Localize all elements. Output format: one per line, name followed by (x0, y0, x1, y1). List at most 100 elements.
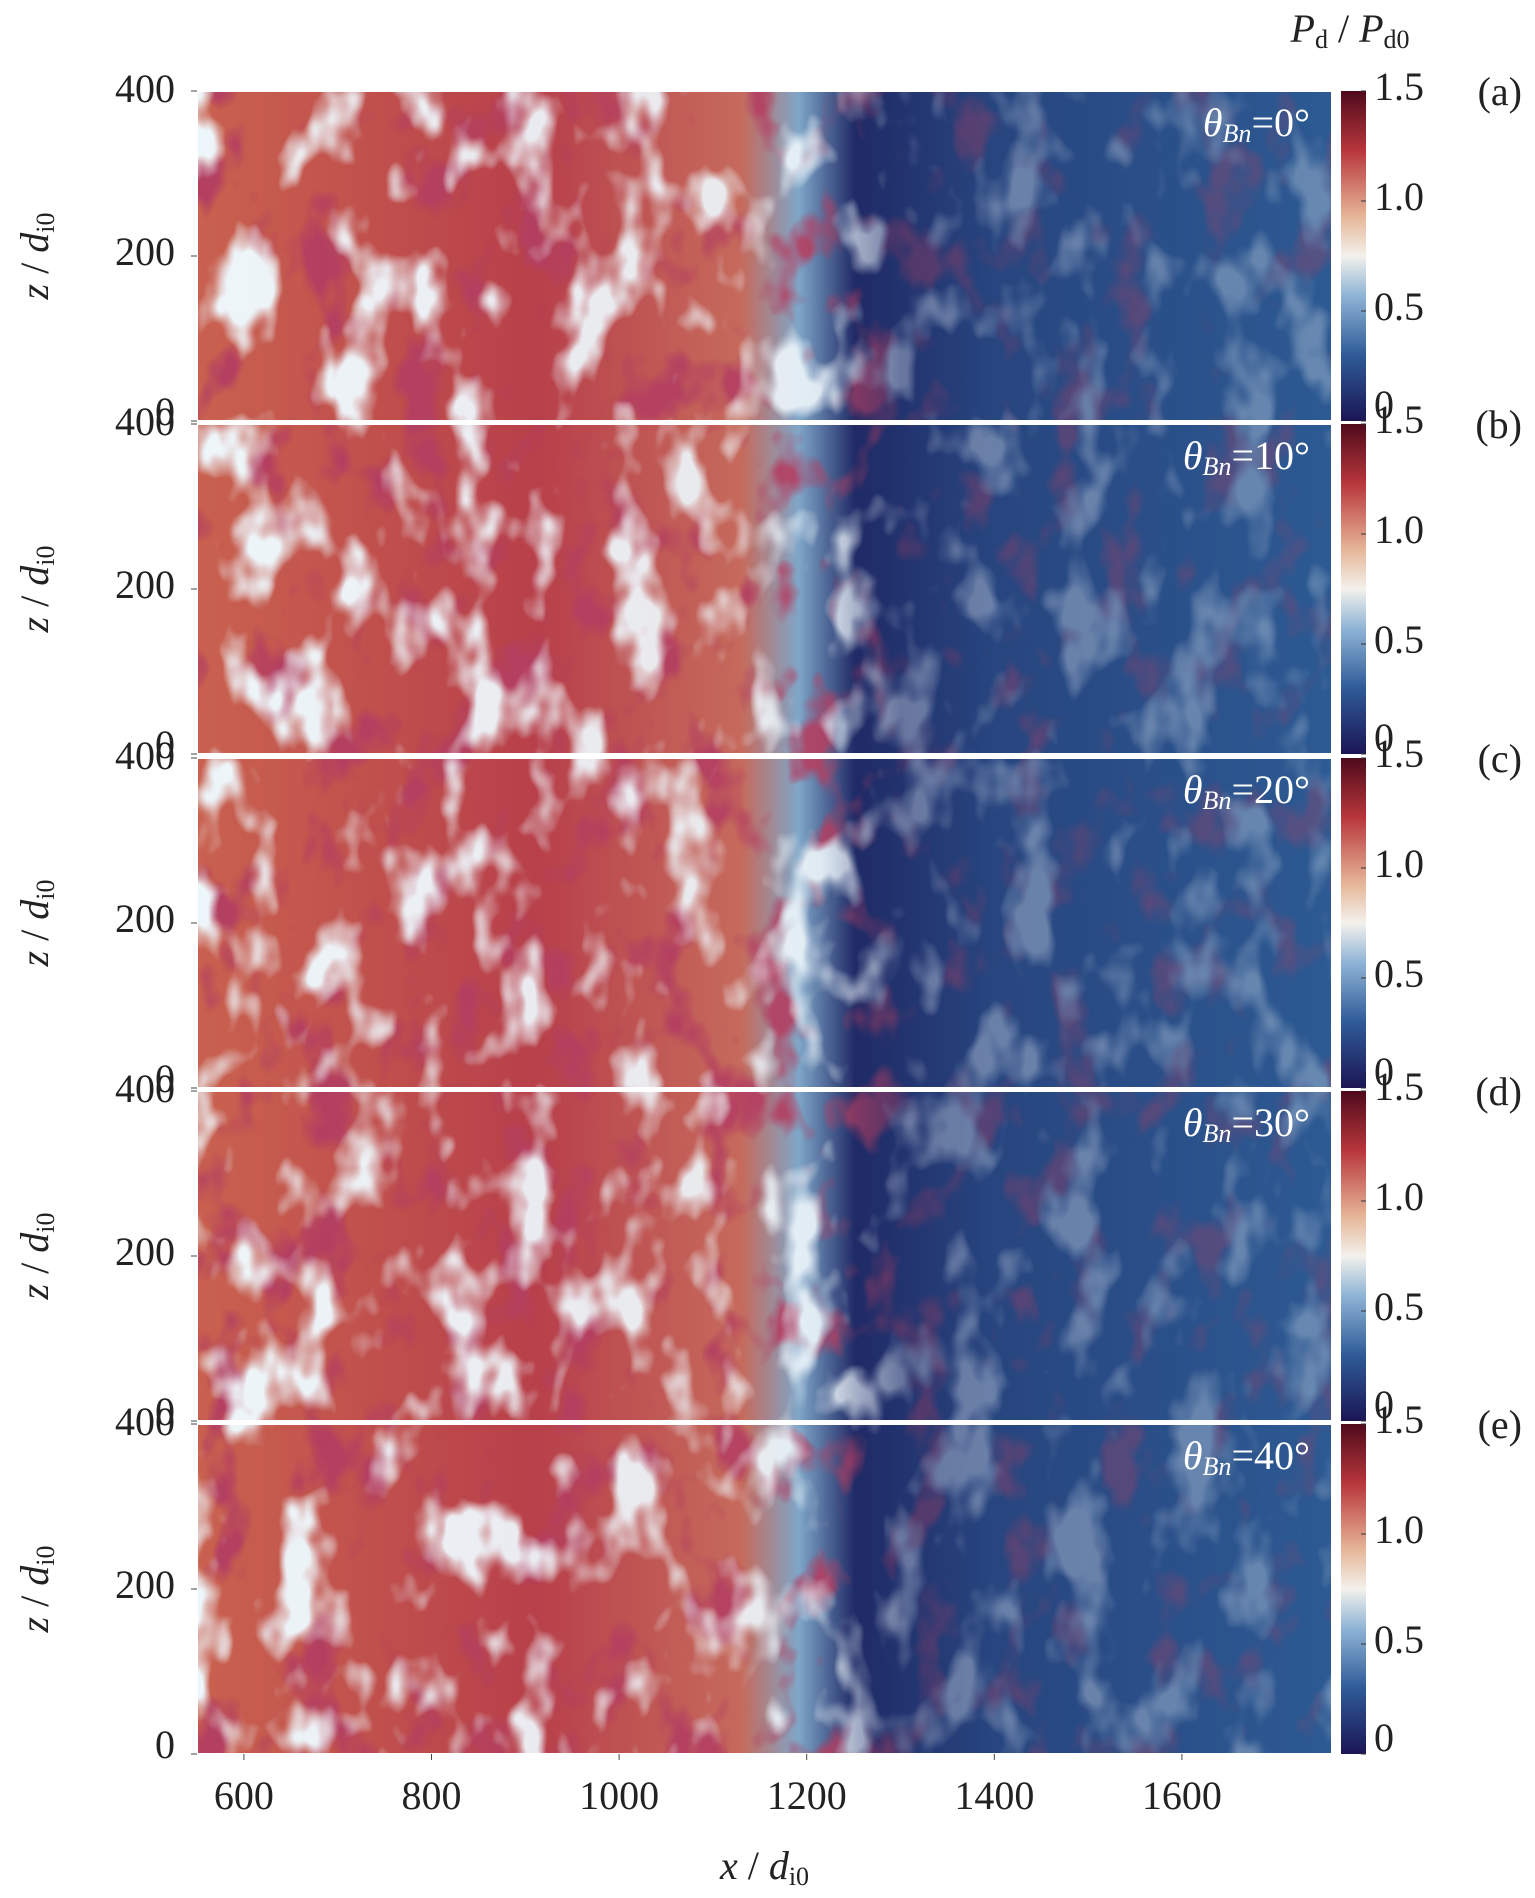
text-part: Bn (1203, 786, 1232, 815)
colorbar-tick-label: 0.5 (1374, 617, 1424, 662)
text-part: z (12, 1283, 57, 1300)
text-part: x (719, 1843, 738, 1888)
y-tick-label: 0 (155, 1389, 175, 1434)
heatmap-texture (197, 1091, 1332, 1421)
y-tick-label: 200 (115, 896, 175, 941)
colorbar-tick-label: 0 (1374, 1382, 1394, 1427)
annotation: θBn=10° (1183, 433, 1310, 481)
heatmap-texture (197, 424, 1332, 754)
colorbar-tick-label: 1.0 (1374, 507, 1424, 552)
colorbar-tick-label: 1.5 (1374, 731, 1424, 776)
text-part: θ (1203, 100, 1223, 145)
text-part: i0 (31, 213, 60, 233)
text-part: d (1315, 25, 1328, 54)
y-axis-label: z / di0 (12, 1213, 60, 1301)
heatmap-texture (197, 758, 1332, 1088)
y-tick-label: 0 (155, 389, 175, 434)
text-part: / (12, 1586, 57, 1617)
text-part: P (1290, 6, 1315, 51)
text-part: θ (1183, 433, 1203, 478)
y-tick-label: 200 (115, 229, 175, 274)
y-tick-label: 400 (115, 733, 175, 778)
text-part: =20° (1231, 767, 1310, 812)
x-tick-label: 1200 (767, 1773, 847, 1818)
colorbar-tick-label: 0.5 (1374, 284, 1424, 329)
text-part: d (12, 232, 57, 253)
text-part: =30° (1231, 1100, 1310, 1145)
colorbar-tick-label: 1.5 (1374, 1064, 1424, 1109)
text-part: i0 (31, 1546, 60, 1566)
text-part: P (1358, 6, 1383, 51)
heatmap (196, 757, 1333, 1089)
colorbar-tick-label: 1.5 (1374, 1397, 1424, 1442)
colorbar-tick-label: 0 (1374, 1715, 1394, 1760)
y-axis-label: z / di0 (12, 880, 60, 968)
colorbar (1341, 424, 1366, 754)
annotation: θBn=30° (1183, 1100, 1310, 1148)
y-tick-label: 400 (115, 1066, 175, 1111)
y-axis-label: z / di0 (12, 213, 60, 301)
panel-label: (d) (1475, 1069, 1522, 1114)
text-part: / (12, 586, 57, 617)
colorbar-tick-label: 0 (1374, 382, 1394, 427)
text-part: d (12, 899, 57, 920)
x-tick-label: 1000 (579, 1773, 659, 1818)
text-part: / (12, 920, 57, 951)
y-tick-label: 400 (115, 66, 175, 111)
text-part: z (12, 283, 57, 300)
y-tick-label: 400 (115, 1399, 175, 1444)
text-part: Bn (1203, 1452, 1232, 1481)
x-tick-label: 800 (402, 1773, 462, 1818)
heatmap (196, 1423, 1333, 1755)
annotation: θBn=40° (1183, 1433, 1310, 1481)
text-part: / (738, 1843, 769, 1888)
panel-label: (a) (1478, 69, 1522, 114)
y-tick-label: 400 (115, 399, 175, 444)
y-tick-label: 0 (155, 1722, 175, 1767)
text-part: d (769, 1843, 790, 1888)
text-part: =10° (1231, 433, 1310, 478)
heatmap-texture (197, 1424, 1332, 1754)
colorbar-tick-label: 1.5 (1374, 397, 1424, 442)
colorbar (1341, 91, 1366, 421)
panel-label: (e) (1478, 1402, 1522, 1447)
colorbar-tick-label: 0.5 (1374, 951, 1424, 996)
x-tick-label: 600 (214, 1773, 274, 1818)
text-part: z (12, 1616, 57, 1633)
heatmap (196, 90, 1333, 422)
y-tick-label: 0 (155, 722, 175, 767)
text-part: i0 (31, 880, 60, 900)
text-part: i0 (789, 1862, 809, 1891)
colorbar (1341, 1091, 1366, 1421)
heatmap (196, 1090, 1333, 1422)
text-part: θ (1183, 1100, 1203, 1145)
text-part: Bn (1203, 1119, 1232, 1148)
y-axis-label: z / di0 (12, 1546, 60, 1634)
heatmap (196, 423, 1333, 755)
colorbar-tick-label: 0 (1374, 1049, 1394, 1094)
colorbar (1341, 758, 1366, 1088)
text-part: d (12, 565, 57, 586)
x-tick-label: 1600 (1142, 1773, 1222, 1818)
text-part: z (12, 616, 57, 633)
y-tick-label: 200 (115, 1562, 175, 1607)
y-tick-label: 0 (155, 1056, 175, 1101)
panel-label: (b) (1475, 402, 1522, 447)
y-axis-label: z / di0 (12, 546, 60, 634)
text-part: / (1328, 6, 1359, 51)
text-part: Bn (1203, 452, 1232, 481)
heatmap-texture (197, 91, 1332, 421)
text-part: i0 (31, 1213, 60, 1233)
annotation: θBn=0° (1203, 100, 1310, 148)
colorbar-tick-label: 0 (1374, 715, 1394, 760)
colorbar-tick-label: 0.5 (1374, 1617, 1424, 1662)
y-tick-label: 200 (115, 1229, 175, 1274)
colorbar (1341, 1424, 1366, 1754)
panel-label: (c) (1478, 736, 1522, 781)
text-part: θ (1183, 767, 1203, 812)
text-part: d0 (1384, 25, 1410, 54)
colorbar-tick-label: 1.0 (1374, 174, 1424, 219)
colorbar-tick-label: 1.0 (1374, 1174, 1424, 1219)
text-part: d (12, 1232, 57, 1253)
